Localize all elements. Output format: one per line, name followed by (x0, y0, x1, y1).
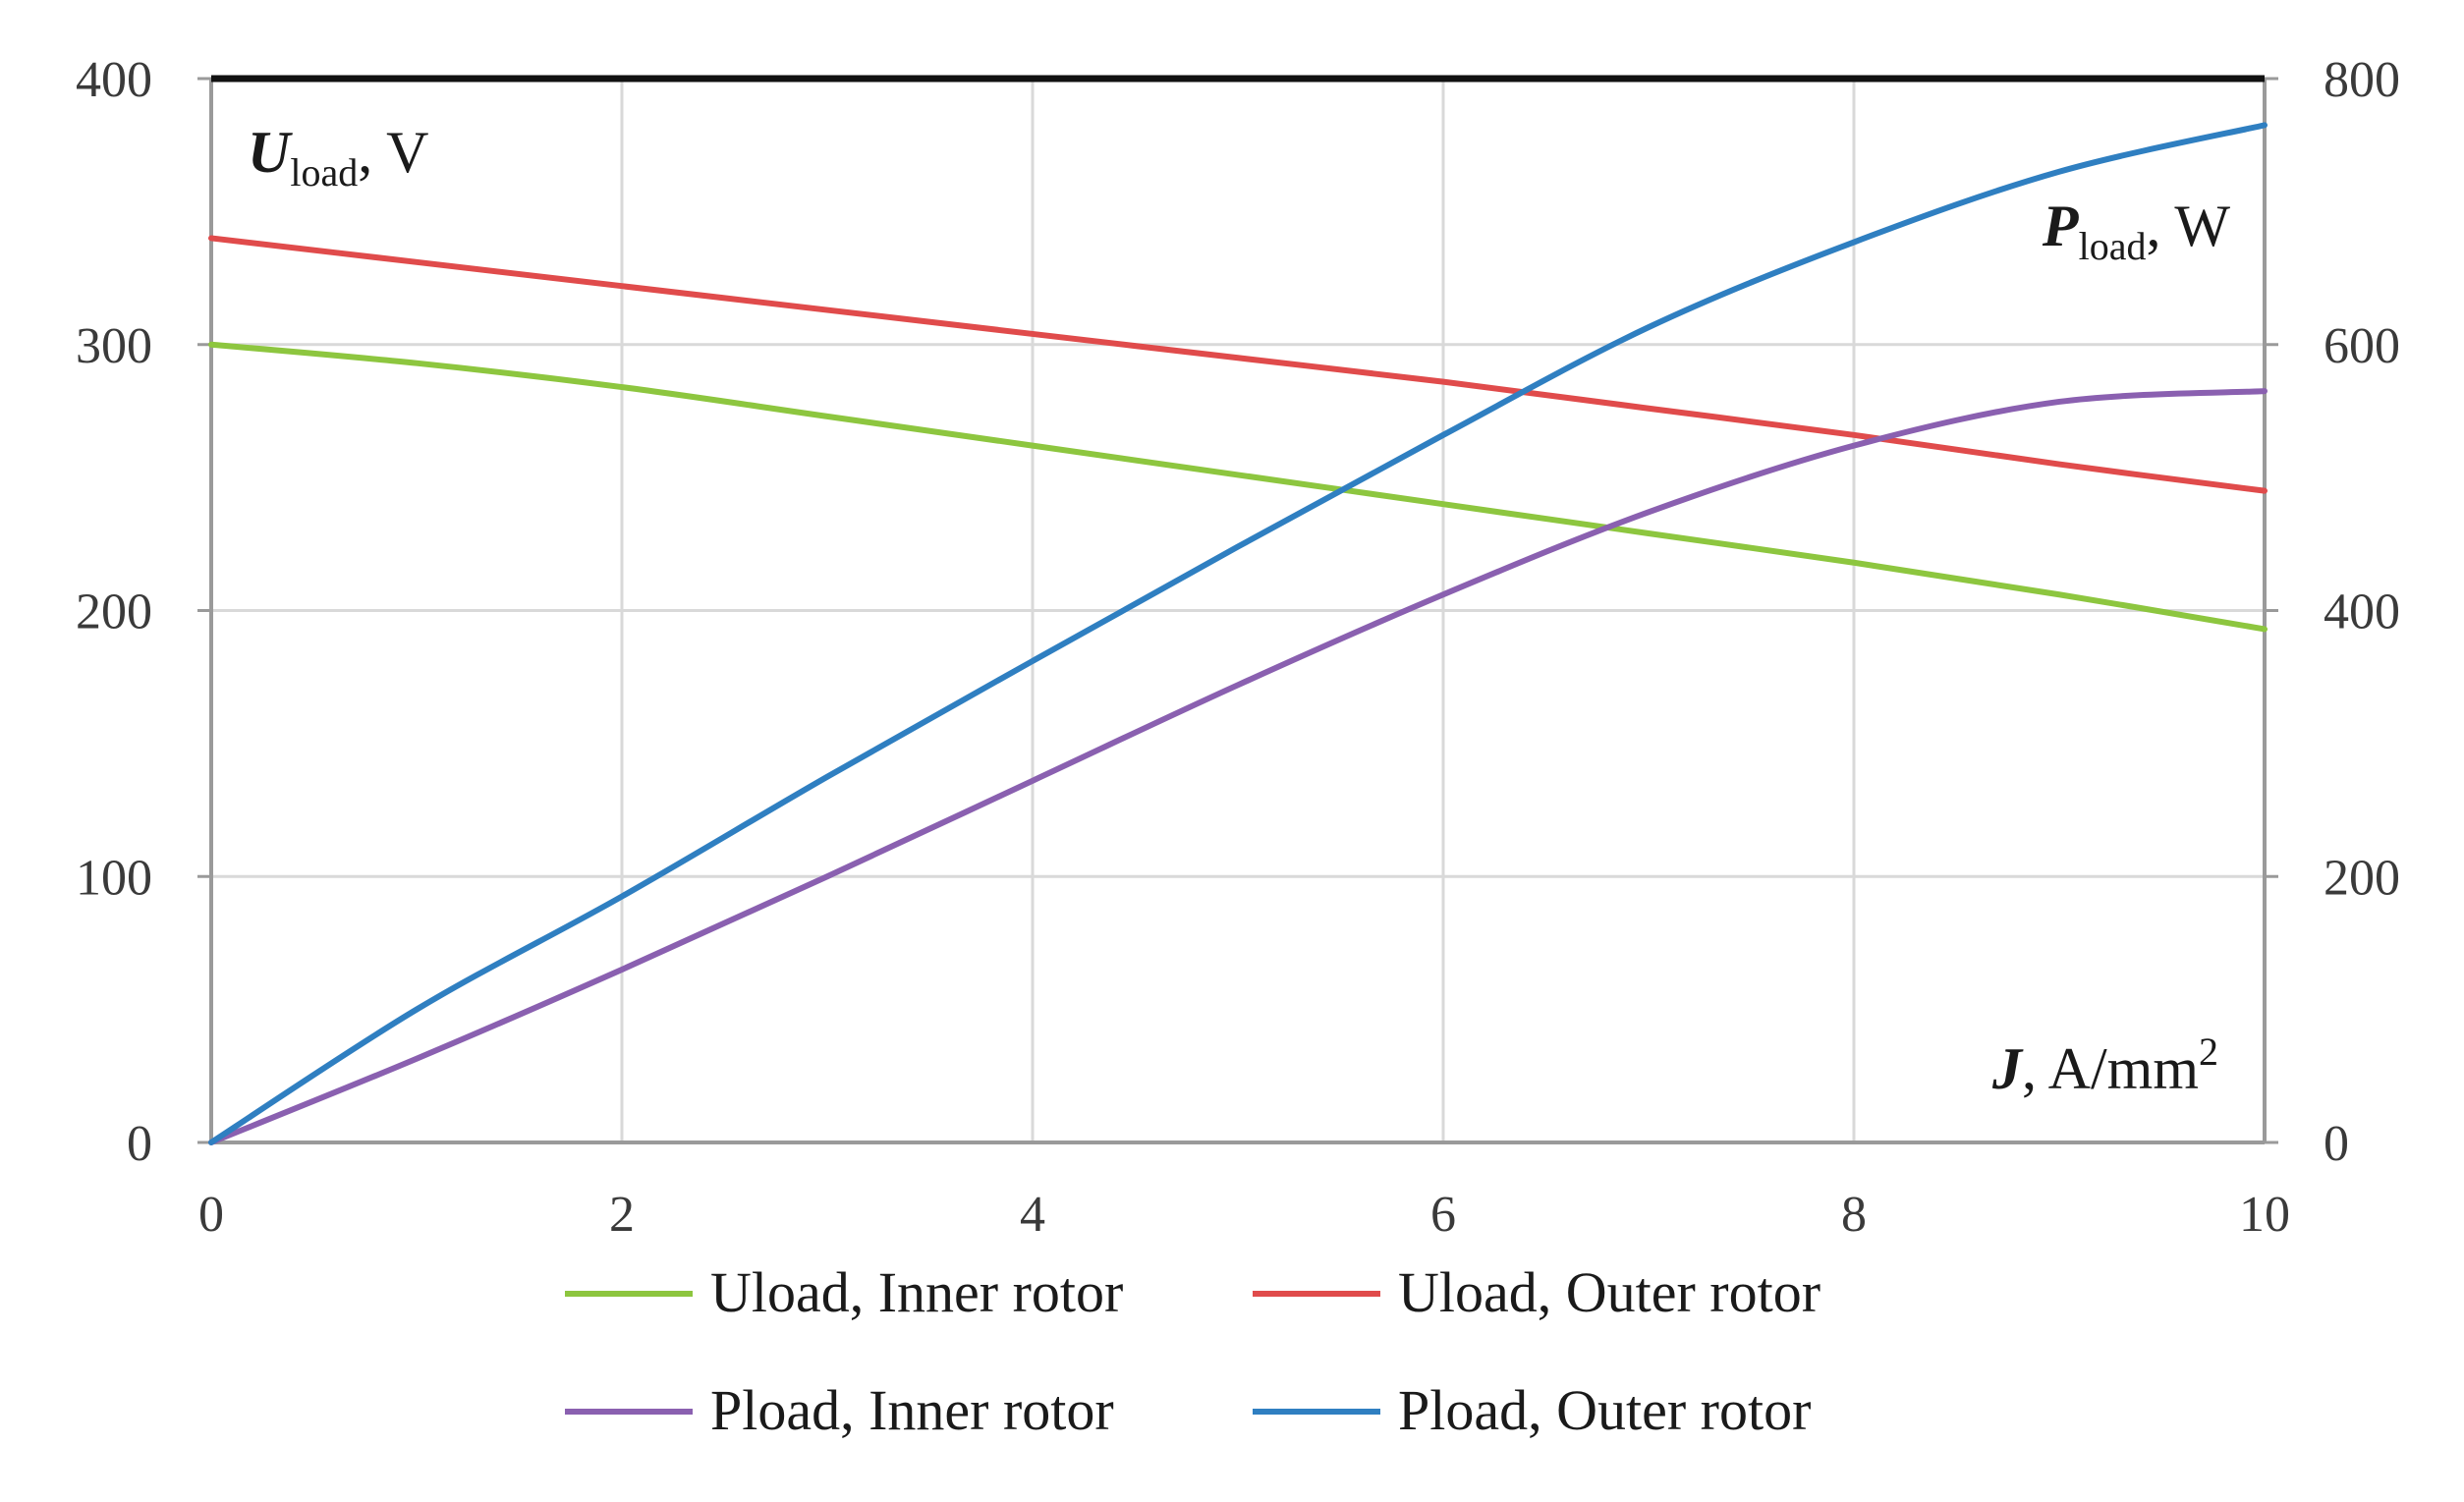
series-line-uload-inner-rotor (208, 341, 2268, 633)
y-right-tick-label: 0 (2324, 1116, 2349, 1172)
y-left-tick-label: 0 (127, 1116, 152, 1172)
x-tick-label: 10 (2239, 1187, 2290, 1243)
y-right-tick-label: 800 (2324, 52, 2400, 108)
x-tick-label: 6 (1430, 1187, 1456, 1243)
legend: Uload, Inner rotor Uload, Outer rotor Ploa… (565, 1260, 1820, 1442)
y-right-axis-title-main: P (2042, 194, 2080, 258)
series-lines (208, 122, 2268, 1145)
y-right-tick-label: 600 (2324, 318, 2400, 374)
y-left-axis-title-unit: , V (358, 120, 428, 185)
legend-label: Pload, Inner rotor (710, 1378, 1114, 1442)
legend-item-uload-outer-rotor: Uload, Outer rotor (1253, 1260, 1820, 1324)
x-tick-label: 4 (1020, 1187, 1045, 1243)
y-right-tick-label: 400 (2324, 584, 2400, 640)
y-left-tick-label: 400 (76, 52, 152, 108)
y-left-axis-title: Uload, V (248, 120, 428, 195)
x-axis-title-main: J (1991, 1036, 2024, 1101)
series-line-pload-outer-rotor (208, 122, 2268, 1145)
legend-label: Uload, Outer rotor (1398, 1260, 1820, 1324)
legend-item-uload-inner-rotor: Uload, Inner rotor (565, 1260, 1123, 1324)
y-right-axis-title-unit: , W (2146, 194, 2230, 258)
x-tick-label: 2 (609, 1187, 635, 1243)
legend-label: Pload, Outer rotor (1398, 1378, 1811, 1442)
y-right-axis-title-sub: load (2079, 224, 2147, 268)
gridlines (197, 77, 2278, 1144)
legend-item-pload-outer-rotor: Pload, Outer rotor (1253, 1378, 1811, 1442)
plot-frame (209, 75, 2267, 1144)
x-tick-label: 8 (1841, 1187, 1867, 1243)
x-axis-title-sup: 2 (2199, 1029, 2218, 1074)
legend-item-pload-inner-rotor: Pload, Inner rotor (565, 1378, 1114, 1442)
x-axis-title: J, A/mm2 (1991, 1029, 2218, 1101)
y-left-tick-label: 300 (76, 318, 152, 374)
y-left-axis-title-sub: load (290, 150, 358, 195)
y-right-axis-title: Pload, W (2042, 194, 2230, 268)
x-tick-label: 0 (198, 1187, 224, 1243)
y-left-axis-title-main: U (248, 120, 293, 185)
y-left-tick-label: 100 (76, 850, 152, 906)
legend-label: Uload, Inner rotor (710, 1260, 1123, 1324)
series-line-uload-outer-rotor (208, 235, 2268, 494)
series-line-pload-inner-rotor (208, 388, 2268, 1145)
y-right-tick-label: 200 (2324, 850, 2400, 906)
x-axis-title-unit: , A/mm (2022, 1036, 2199, 1101)
tick-labels: 0 100 200 300 400 0 200 400 600 800 0 2 4 6 8 10 (76, 52, 2400, 1243)
y-left-tick-label: 200 (76, 584, 152, 640)
